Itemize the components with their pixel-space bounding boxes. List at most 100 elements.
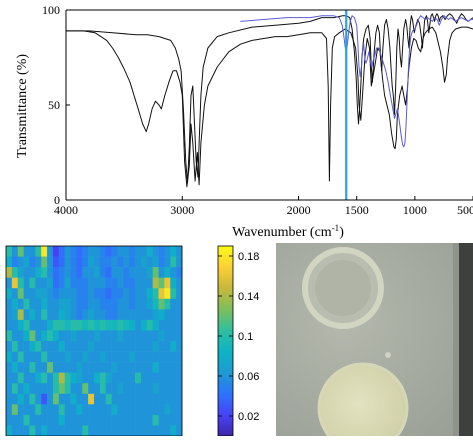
- heatmap-cell: [41, 298, 48, 310]
- heatmap-cell: [6, 404, 13, 416]
- heatmap-cell: [105, 309, 112, 321]
- heatmap-cell: [76, 372, 83, 384]
- heatmap-cell: [152, 267, 159, 278]
- heatmap-cell: [129, 393, 136, 405]
- heatmap-cell: [129, 351, 136, 363]
- heatmap-cell: [41, 288, 48, 300]
- heatmap-cell: [158, 383, 165, 395]
- heatmap-cell: [29, 277, 36, 289]
- heatmap-cell: [152, 288, 159, 300]
- heatmap-cell: [47, 256, 54, 268]
- heatmap-cell: [140, 277, 148, 289]
- heatmap-cell: [140, 319, 148, 331]
- heatmap-cell: [88, 256, 95, 268]
- heatmap-cell: [117, 309, 124, 321]
- heatmap-cell: [99, 288, 107, 300]
- heatmap-cell: [35, 267, 42, 278]
- heatmap-cell: [117, 425, 124, 437]
- heatmap-cell: [176, 277, 183, 289]
- heatmap-cell: [105, 288, 112, 300]
- heatmap-cell: [23, 414, 30, 426]
- heatmap-cell: [176, 288, 183, 300]
- heatmap-cell: [140, 256, 148, 268]
- heatmap-cell: [82, 298, 89, 310]
- heatmap-cell: [29, 288, 36, 300]
- heatmap-cell: [111, 309, 118, 321]
- heatmap-cell: [70, 319, 77, 331]
- heatmap-cell: [140, 393, 148, 405]
- heatmap-cell: [99, 351, 107, 363]
- heatmap-cell: [111, 351, 118, 363]
- heatmap-cell: [152, 383, 159, 395]
- heatmap-cell: [29, 298, 36, 310]
- heatmap-cell: [64, 277, 71, 289]
- heatmap-cell: [70, 372, 77, 384]
- heatmap-cell: [35, 309, 42, 321]
- heatmap-cell: [170, 309, 177, 321]
- heatmap-cell: [6, 277, 13, 289]
- x-tick-label: 500: [457, 203, 473, 217]
- heatmap-cell: [158, 267, 165, 278]
- heatmap-cell: [11, 330, 19, 342]
- heatmap-cell: [41, 372, 48, 384]
- heatmap-cell: [146, 341, 153, 352]
- heatmap-cell: [140, 362, 148, 373]
- heatmap-cell: [70, 414, 77, 426]
- heatmap-cell: [140, 246, 148, 257]
- heatmap-cell: [64, 319, 71, 331]
- heatmap-cell: [82, 319, 89, 331]
- heatmap-panel: 0.18 0.14 0.1 0.06 0.02: [0, 243, 270, 437]
- heatmap-cell: [17, 425, 24, 437]
- heatmap-cell: [17, 298, 24, 310]
- heatmap-cell: [88, 404, 95, 416]
- heatmap-cell: [164, 372, 171, 384]
- heatmap-cell: [52, 351, 60, 363]
- heatmap-cell: [170, 319, 177, 331]
- heatmap-cell: [47, 351, 54, 363]
- heatmap-cell: [82, 351, 89, 363]
- heatmap-cell: [123, 309, 130, 321]
- heatmap-cell: [164, 393, 171, 405]
- small-dot: [385, 352, 391, 358]
- heatmap-cell: [152, 351, 159, 363]
- heatmap-cell: [111, 330, 118, 342]
- heatmap-cell: [11, 267, 19, 278]
- heatmap-cell: [29, 383, 36, 395]
- heatmap-cell: [35, 393, 42, 405]
- heatmap-cell: [11, 309, 19, 321]
- heatmap-cell: [47, 277, 54, 289]
- heatmap-cell: [176, 246, 183, 257]
- heatmap-cell: [17, 404, 24, 416]
- heatmap-cell: [123, 246, 130, 257]
- heatmap-chart: 0.18 0.14 0.1 0.06 0.02: [5, 245, 259, 437]
- heatmap-cell: [64, 341, 71, 352]
- heatmap-cell: [176, 341, 183, 352]
- heatmap-cell: [146, 277, 153, 289]
- heatmap-cell: [88, 362, 95, 373]
- heatmap-cell: [99, 383, 107, 395]
- heatmap-cell: [123, 277, 130, 289]
- spectrum-series-3: [240, 15, 473, 148]
- heatmap-cell: [17, 383, 24, 395]
- heatmap-cell: [41, 383, 48, 395]
- heatmap-cell: [35, 404, 42, 416]
- heatmap-cell: [11, 404, 19, 416]
- heatmap-cell: [105, 298, 112, 310]
- heatmap-cell: [94, 362, 101, 373]
- heatmap-cell: [170, 425, 177, 437]
- heatmap-cell: [140, 341, 148, 352]
- heatmap-cell: [17, 393, 24, 405]
- heatmap-cell: [6, 256, 13, 268]
- heatmap-cell: [94, 351, 101, 363]
- heatmap-cell: [76, 341, 83, 352]
- heatmap-cell: [158, 393, 165, 405]
- heatmap-cell: [164, 362, 171, 373]
- heatmap-cell: [123, 341, 130, 352]
- colorbar-tick-label: 0.18: [238, 251, 259, 263]
- heatmap-cell: [41, 341, 48, 352]
- heatmap-cell: [164, 288, 171, 300]
- heatmap-cell: [41, 425, 48, 437]
- heatmap-cell: [58, 288, 65, 300]
- heatmap-cell: [88, 351, 95, 363]
- heatmap-cell: [152, 341, 159, 352]
